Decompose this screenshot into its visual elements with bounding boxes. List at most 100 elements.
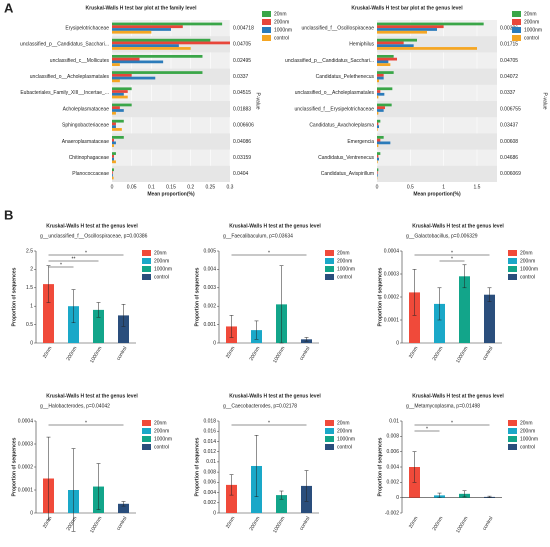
bar bbox=[377, 171, 378, 174]
bar bbox=[377, 157, 379, 161]
p-value: 0.01883 bbox=[233, 106, 251, 112]
legend-label: 20nm bbox=[520, 420, 533, 426]
category-label: Acholeplasmataceae bbox=[63, 106, 110, 112]
p-value: 0.0337 bbox=[233, 74, 249, 80]
legend-swatch bbox=[142, 420, 151, 426]
legend-label: control bbox=[520, 274, 535, 280]
bar bbox=[377, 154, 379, 158]
category-label: Hemiphilus bbox=[349, 42, 374, 48]
bar bbox=[377, 138, 381, 142]
bar bbox=[93, 309, 104, 343]
legend-swatch bbox=[262, 35, 271, 41]
category-label: Anaeroplasmataceae bbox=[62, 139, 109, 145]
bar bbox=[409, 292, 420, 343]
chart-subtitle: g__unclassified_f__Oscillospiraceae, p=0… bbox=[40, 233, 148, 239]
bar bbox=[112, 103, 132, 107]
x-tick-label: control bbox=[299, 346, 312, 362]
legend-label: 200nm bbox=[337, 258, 352, 264]
legend-swatch bbox=[512, 35, 521, 41]
p-value: 0.04705 bbox=[500, 58, 518, 64]
bar bbox=[112, 160, 116, 164]
bar bbox=[377, 95, 379, 99]
y-tick-label: 0.008 bbox=[203, 469, 216, 475]
y-tick-label: 0 bbox=[213, 340, 216, 346]
chart-title: Kruskal-Walls H test at the genus level bbox=[412, 393, 504, 399]
y-tick-label: 0.001 bbox=[203, 322, 216, 328]
legend-label: control bbox=[154, 274, 169, 280]
y-tick-label: 0.0003 bbox=[384, 271, 400, 277]
bar bbox=[377, 160, 378, 164]
category-label: Planococcaceae bbox=[72, 171, 109, 177]
legend-swatch bbox=[508, 258, 517, 264]
bar bbox=[377, 103, 392, 107]
legend-label: 200nm bbox=[154, 258, 169, 264]
p-value: 0.03437 bbox=[500, 123, 518, 129]
category-label: Emergencia bbox=[347, 139, 374, 145]
y-tick-label: 0.0004 bbox=[18, 418, 34, 424]
p-value: 0.04086 bbox=[233, 139, 251, 145]
x-tick-label: 1000nm bbox=[455, 346, 469, 365]
legend-swatch bbox=[142, 266, 151, 272]
y-tick-label: 0.012 bbox=[203, 449, 216, 455]
legend-label: 200nm bbox=[524, 19, 539, 25]
x-tick-label: 0.5 bbox=[407, 184, 414, 190]
chart-subtitle: g__Caecobacterodes, p=0.02178 bbox=[223, 403, 297, 409]
legend-swatch bbox=[142, 258, 151, 264]
y-tick-label: 0.005 bbox=[203, 248, 216, 254]
x-tick-label: control bbox=[482, 516, 495, 532]
bar bbox=[377, 119, 381, 123]
p-value: 0.04072 bbox=[500, 74, 518, 80]
band bbox=[377, 165, 497, 182]
legend-swatch bbox=[508, 274, 517, 280]
y-axis-label: Proportion of sequences bbox=[194, 437, 200, 496]
legend-label: 200nm bbox=[520, 258, 535, 264]
legend-label: 1000nm bbox=[520, 436, 538, 442]
legend-swatch bbox=[325, 266, 334, 272]
p-value: 0.04515 bbox=[233, 90, 251, 96]
legend-swatch bbox=[325, 250, 334, 256]
x-tick-label: 200nm bbox=[66, 516, 79, 532]
p-value: 0.03159 bbox=[233, 155, 251, 161]
bar bbox=[112, 44, 179, 48]
bar bbox=[112, 119, 124, 123]
p-value: 0.0337 bbox=[500, 90, 516, 96]
y-axis-label: Proportion of sequences bbox=[377, 267, 383, 326]
bar bbox=[377, 173, 378, 177]
legend-swatch bbox=[142, 444, 151, 450]
y-tick-label: 0.014 bbox=[203, 439, 216, 445]
x-tick-label: 20nm bbox=[42, 346, 53, 360]
x-tick-label: 1 bbox=[442, 184, 445, 190]
x-tick-label: control bbox=[299, 516, 312, 532]
chart-title: Kruskal-Walls H test at the genus level bbox=[46, 393, 138, 399]
x-tick-label: control bbox=[116, 516, 129, 532]
bar bbox=[112, 138, 114, 142]
y-axis-label: Proportion of sequences bbox=[194, 267, 200, 326]
bar bbox=[377, 25, 444, 29]
legend-swatch bbox=[508, 436, 517, 442]
bar bbox=[377, 44, 414, 48]
y-tick-label: 0.5 bbox=[26, 322, 33, 328]
chart-title: Kruskal-Walls H test bar plot at the gen… bbox=[351, 5, 463, 11]
legend-label: 1000nm bbox=[154, 436, 172, 442]
p-value: 0.04686 bbox=[500, 155, 518, 161]
legend-swatch bbox=[325, 420, 334, 426]
category-label: Candidatus_Ventrenecus bbox=[318, 155, 374, 161]
significance-label: * bbox=[85, 420, 87, 426]
legend-label: 1000nm bbox=[520, 266, 538, 272]
legend-label: control bbox=[274, 35, 289, 41]
x-tick-label: 20nm bbox=[225, 516, 236, 530]
p-value: 0.00386 bbox=[500, 25, 518, 31]
x-tick-label: 20nm bbox=[408, 346, 419, 360]
legend-swatch bbox=[142, 436, 151, 442]
y-tick-label: 0.01 bbox=[206, 459, 216, 465]
chart-subtitle: g__Faecalibaculum, p=0.03634 bbox=[223, 233, 293, 239]
legend-label: 200nm bbox=[274, 19, 289, 25]
legend-swatch bbox=[508, 420, 517, 426]
x-tick-label: 0 bbox=[111, 184, 114, 190]
y-tick-label: 0 bbox=[30, 340, 33, 346]
bar bbox=[377, 28, 437, 31]
legend-swatch bbox=[142, 428, 151, 434]
legend-label: 20nm bbox=[154, 420, 167, 426]
legend-swatch bbox=[508, 250, 517, 256]
band bbox=[112, 133, 230, 150]
